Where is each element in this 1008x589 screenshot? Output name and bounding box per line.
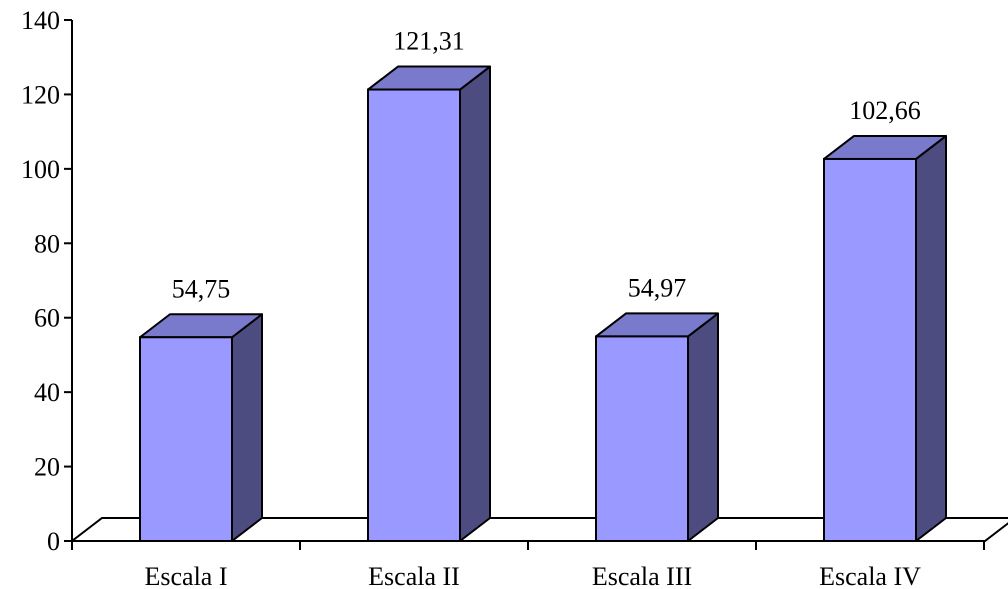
bar-side-face [459,65,491,542]
x-category-label: Escala IV [819,562,921,589]
y-tick-label: 100 [21,155,60,184]
bar [367,65,491,542]
y-tick-label: 40 [34,378,60,407]
data-label: 121,31 [393,27,465,56]
bar-front-face [367,88,461,542]
bar-front-face [595,335,689,542]
y-axis: 0 20 40 60 80 100 120 140 [21,6,985,556]
x-category-label: Escala I [144,562,227,589]
bar [139,313,263,543]
x-category-label: Escala III [592,562,692,589]
bar-side-face [231,313,263,542]
bar-side-face [915,134,947,542]
data-label: 102,66 [849,96,921,125]
bar [823,134,947,543]
data-label: 54,75 [172,274,231,303]
data-label: 54,97 [628,273,687,302]
bar-front-face [823,157,917,543]
y-tick-label: 20 [34,453,60,482]
category-labels-group: Escala I Escala II Escala III Escala IV [144,562,921,589]
y-tick-label: 140 [21,6,60,35]
bar-front-face [139,336,233,543]
bar-side-face [687,312,719,542]
data-labels-group: 54,75 121,31 54,97 102,66 [172,27,921,304]
y-tick-label: 0 [47,527,60,556]
y-tick-label: 60 [34,304,60,333]
x-category-label: Escala II [368,562,460,589]
y-tick-label: 80 [34,229,60,258]
bars-group [139,65,947,543]
y-tick-label: 120 [21,80,60,109]
bar [595,312,719,542]
